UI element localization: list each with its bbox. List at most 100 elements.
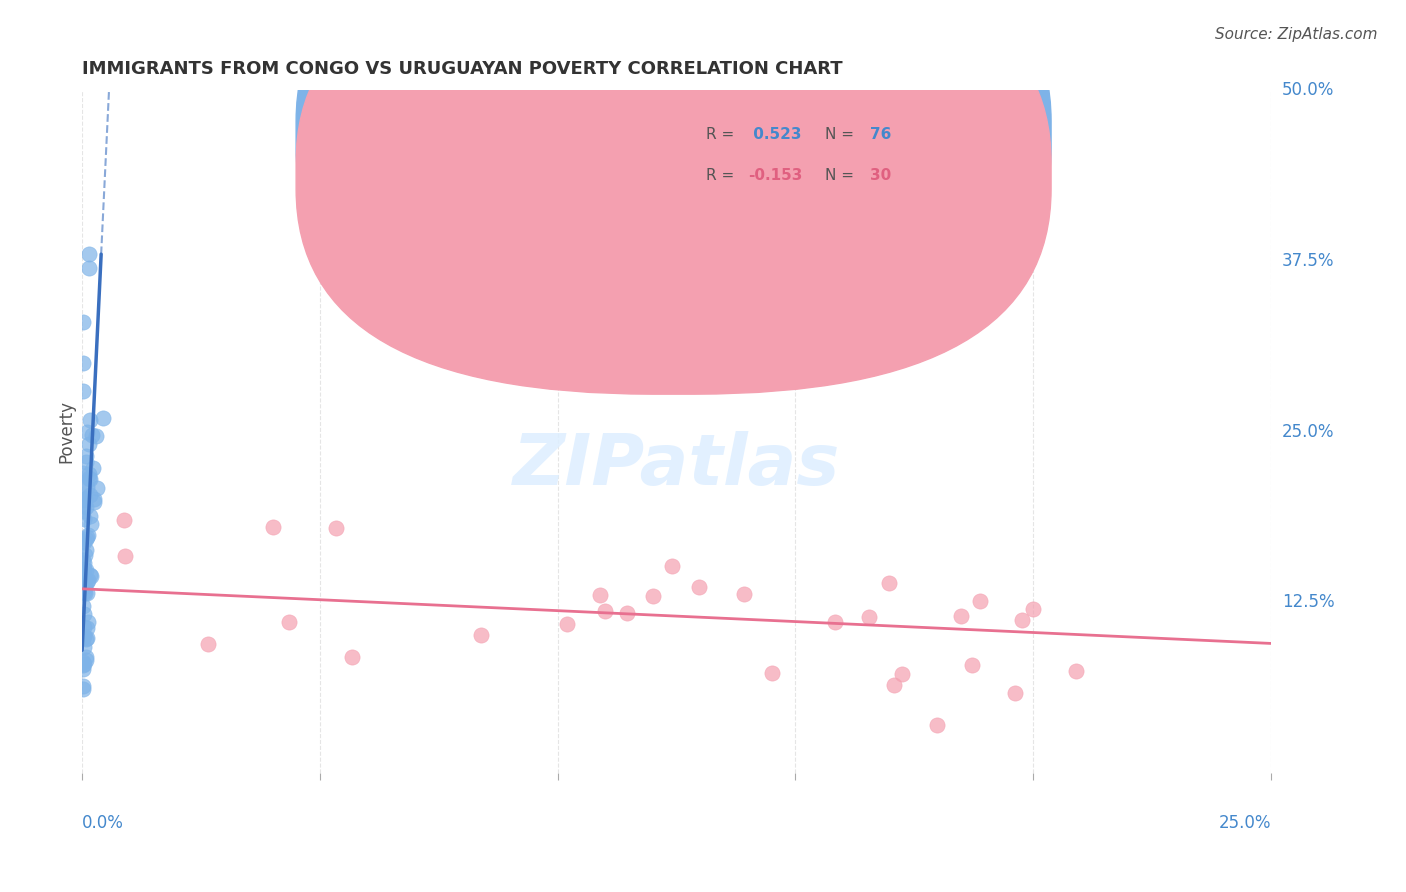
Point — [76, 586, 98, 600]
Point — [72, 316, 94, 330]
FancyBboxPatch shape — [297, 0, 1052, 394]
Point — [76, 573, 98, 587]
Point — [75, 563, 97, 577]
Point — [73, 574, 96, 588]
Text: 76: 76 — [870, 128, 891, 142]
Point — [82, 427, 104, 442]
Point — [75, 449, 97, 463]
Point — [72, 492, 94, 507]
Point — [891, 666, 914, 681]
Text: -0.153: -0.153 — [748, 168, 803, 183]
Point — [75, 632, 97, 647]
Point — [262, 519, 284, 533]
Point — [79, 488, 101, 502]
Point — [73, 580, 96, 594]
Text: 37.5%: 37.5% — [1282, 252, 1334, 270]
Point — [73, 579, 96, 593]
Point — [761, 665, 783, 680]
Point — [76, 500, 98, 515]
Text: 25.0%: 25.0% — [1282, 423, 1334, 441]
Text: Source: ZipAtlas.com: Source: ZipAtlas.com — [1215, 27, 1378, 42]
Point — [72, 682, 94, 697]
Point — [76, 632, 98, 646]
Point — [75, 455, 97, 469]
Point — [73, 556, 96, 570]
Point — [641, 589, 664, 603]
Point — [75, 493, 97, 508]
FancyBboxPatch shape — [628, 101, 986, 206]
Point — [73, 629, 96, 643]
Point — [73, 498, 96, 512]
Point — [72, 566, 94, 580]
Point — [73, 561, 96, 575]
Point — [72, 504, 94, 518]
Text: ZIPatlas: ZIPatlas — [513, 432, 841, 500]
Point — [72, 662, 94, 676]
Point — [86, 481, 108, 495]
Point — [79, 567, 101, 582]
Point — [91, 411, 114, 425]
Point — [73, 586, 96, 600]
Point — [858, 610, 880, 624]
Point — [77, 467, 100, 481]
Point — [76, 621, 98, 635]
Point — [277, 615, 299, 630]
Point — [1004, 686, 1026, 700]
Point — [73, 620, 96, 634]
Point — [555, 617, 578, 632]
Y-axis label: Poverty: Poverty — [58, 401, 75, 463]
Point — [82, 461, 104, 475]
Point — [84, 429, 107, 443]
Point — [73, 491, 96, 506]
Text: N =: N = — [825, 168, 859, 183]
Point — [470, 628, 492, 642]
Point — [83, 495, 105, 509]
Point — [72, 466, 94, 480]
Point — [76, 480, 98, 494]
Point — [73, 548, 96, 562]
Point — [197, 637, 219, 651]
Point — [589, 588, 612, 602]
Point — [73, 511, 96, 525]
Point — [925, 717, 948, 731]
Point — [75, 542, 97, 557]
Point — [72, 631, 94, 645]
Point — [77, 615, 100, 629]
Point — [688, 580, 710, 594]
Point — [950, 609, 973, 624]
Point — [79, 472, 101, 486]
Point — [733, 587, 755, 601]
Point — [72, 384, 94, 398]
Point — [77, 471, 100, 485]
Point — [969, 594, 991, 608]
Text: N =: N = — [825, 128, 859, 142]
Point — [77, 528, 100, 542]
Point — [75, 653, 97, 667]
Point — [325, 521, 347, 535]
Point — [72, 356, 94, 370]
Point — [1064, 665, 1087, 679]
Point — [79, 413, 101, 427]
Point — [76, 574, 98, 589]
Point — [72, 578, 94, 592]
Point — [83, 491, 105, 506]
Text: 0.523: 0.523 — [748, 128, 801, 142]
Point — [962, 658, 984, 673]
Text: R =: R = — [706, 128, 734, 142]
Text: 12.5%: 12.5% — [1282, 593, 1334, 611]
FancyBboxPatch shape — [297, 0, 1052, 353]
Point — [112, 513, 135, 527]
Point — [73, 640, 96, 655]
Point — [661, 558, 683, 573]
Point — [877, 576, 900, 591]
Point — [76, 530, 98, 544]
Point — [77, 437, 100, 451]
Point — [72, 679, 94, 693]
Point — [79, 569, 101, 583]
Text: 50.0%: 50.0% — [1282, 81, 1334, 99]
Point — [72, 577, 94, 591]
Point — [73, 535, 96, 549]
Point — [616, 606, 638, 620]
Point — [77, 260, 100, 275]
Text: 30: 30 — [870, 168, 891, 183]
